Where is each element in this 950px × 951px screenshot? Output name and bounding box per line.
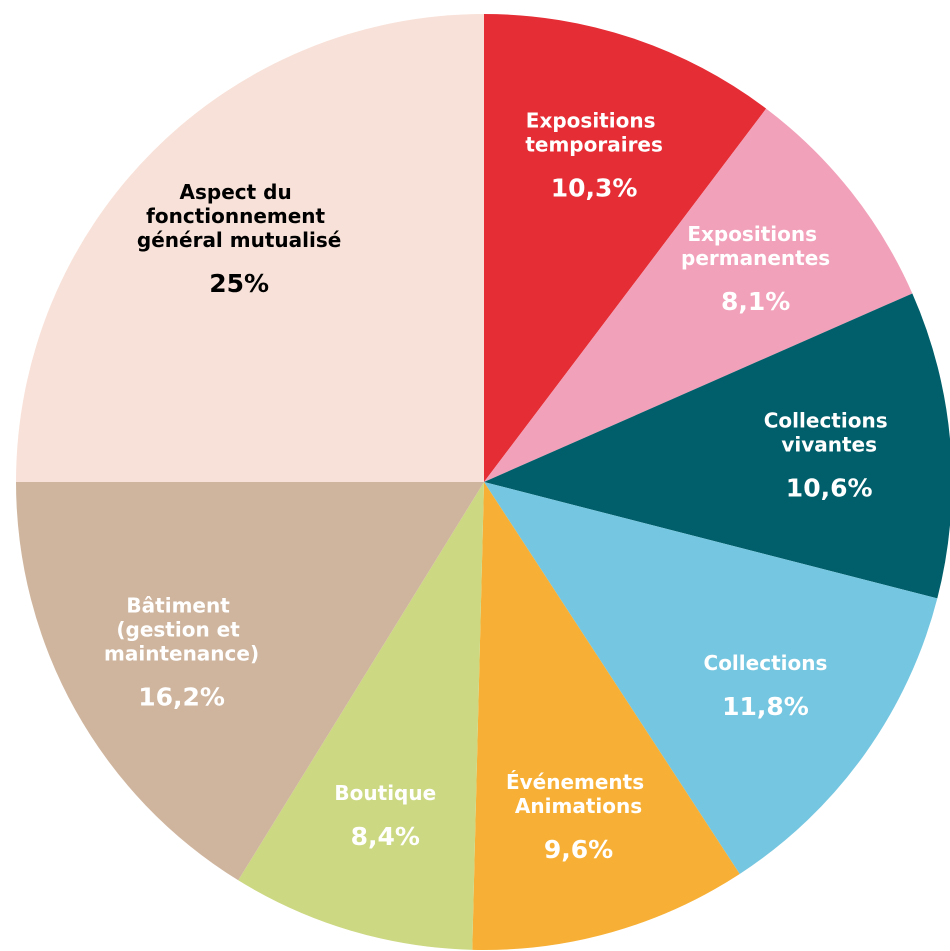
pie-slice — [238, 482, 484, 950]
slice-label-line: permanentes — [681, 246, 830, 270]
slice-label-line: Bâtiment — [126, 593, 236, 617]
pie-slice — [484, 14, 767, 482]
pie-slice — [484, 482, 938, 874]
slice-label-line: Collections — [704, 650, 828, 674]
value-label: 16,2% — [138, 683, 225, 712]
value-label: 8,4% — [351, 822, 420, 851]
slice-label-line: Boutique — [334, 780, 436, 804]
slice-label: Aspect du fonctionnement général mutuali… — [137, 180, 341, 252]
pie-slice — [472, 482, 740, 950]
pie-slice — [484, 293, 950, 599]
slice-label: Collections — [704, 650, 828, 674]
value-label: 25% — [209, 269, 269, 298]
slice-label: Collections vivantes — [764, 408, 895, 456]
slice-label-line: Événements — [506, 770, 651, 794]
slice-label-line: Animations — [515, 794, 642, 818]
slice-label-line: Collections — [764, 408, 895, 432]
slice-label: Expositions temporaires — [525, 108, 663, 156]
pie-slice — [16, 14, 484, 482]
value-label: 11,8% — [722, 692, 809, 721]
value-label: 10,3% — [551, 174, 638, 203]
slice-label-line: Expositions — [687, 222, 824, 246]
slice-label-line: maintenance) — [104, 641, 259, 665]
slice-label-line: Expositions — [526, 108, 663, 132]
slice-label-line: général mutualisé — [137, 228, 341, 252]
slice-label: Bâtiment (gestion et maintenance) — [104, 593, 259, 665]
slice-label-line: temporaires — [525, 132, 663, 156]
slice-label: Boutique — [334, 780, 436, 804]
slice-label: Expositions permanentes — [681, 222, 830, 270]
pie-slice — [484, 108, 913, 482]
value-label: 8,1% — [721, 287, 790, 316]
pie-slice — [16, 482, 484, 881]
slice-label-line: Aspect du — [180, 180, 299, 204]
slice-label-line: fonctionnement — [146, 204, 332, 228]
slice-label-line: (gestion et — [116, 617, 246, 641]
value-label: 10,6% — [786, 474, 873, 503]
slice-label: Événements Animations — [506, 770, 651, 818]
slice-label-line: vivantes — [781, 432, 877, 456]
value-label: 9,6% — [544, 835, 613, 864]
